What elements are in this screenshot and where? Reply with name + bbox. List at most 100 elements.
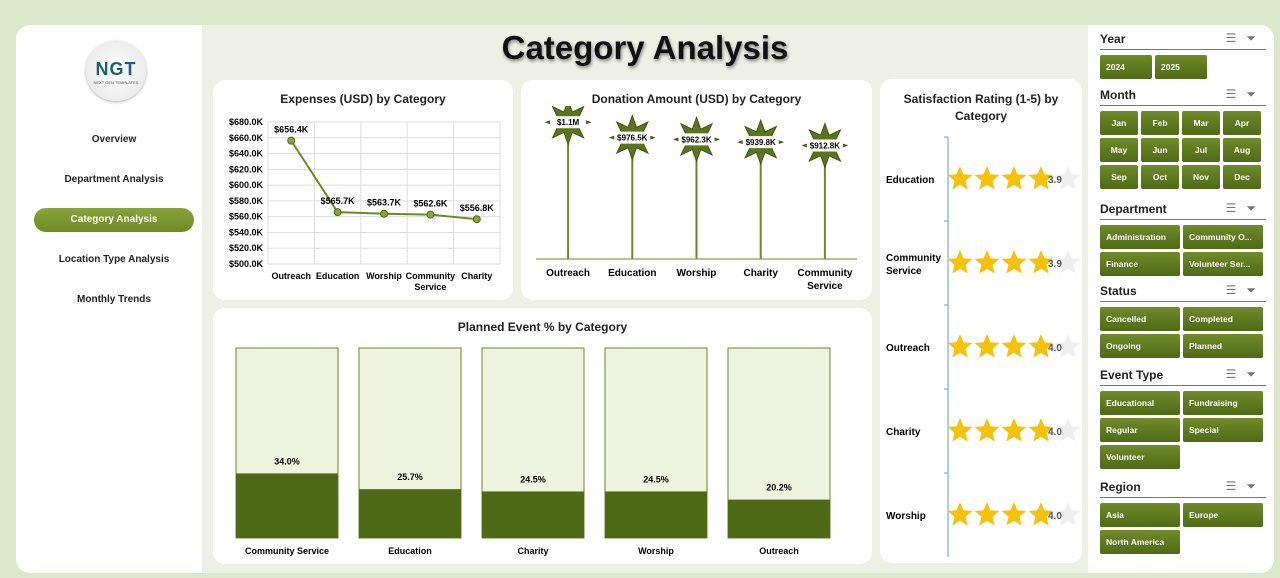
data-label: $962.3K xyxy=(681,135,711,144)
slicer-button[interactable]: Aug xyxy=(1223,138,1261,162)
slicer-button[interactable]: 2025 xyxy=(1155,55,1207,79)
data-label: 3.9 xyxy=(1048,259,1062,270)
x-tick-label: Worship xyxy=(638,546,674,556)
star-empty xyxy=(1055,166,1081,190)
y-tick-label: Outreach xyxy=(886,343,930,354)
slicer-button[interactable]: Mar xyxy=(1182,111,1220,135)
dashboard: NGT NEXT GEN TEMPLATES Overview Department… xyxy=(16,25,1274,573)
label-bg xyxy=(614,131,651,144)
slicer-button[interactable]: Volunteer xyxy=(1100,445,1180,469)
x-tick-label: Service xyxy=(414,282,446,292)
data-label: $976.5K xyxy=(617,134,647,143)
data-point xyxy=(287,136,296,145)
slicer-event-type: Event Type ☰⏷ Educational Fundraising Regula… xyxy=(1100,367,1266,469)
slicer-button[interactable]: Volunteer Ser... xyxy=(1183,252,1263,276)
data-label: $565.7K xyxy=(321,196,356,206)
x-tick-label: Charity xyxy=(461,271,492,281)
star-filled xyxy=(1001,502,1027,526)
slicer-title: Department xyxy=(1100,201,1167,216)
slicer-button[interactable]: Educational xyxy=(1100,391,1180,415)
data-label: 25.7% xyxy=(397,472,423,482)
multi-select-icon[interactable]: ☰ xyxy=(1225,283,1247,297)
nav-department-analysis[interactable]: Department Analysis xyxy=(64,174,164,185)
slicer-button[interactable]: Apr xyxy=(1223,111,1261,135)
page-title: Category Analysis xyxy=(501,29,789,66)
slicer-year: Year ☰⏷ 2024 2025 xyxy=(1100,31,1266,79)
slicer-button[interactable]: Europe xyxy=(1183,503,1263,527)
clear-filter-icon[interactable]: ⏷ xyxy=(1246,367,1266,381)
nav-category-analysis[interactable]: Category Analysis xyxy=(34,208,194,232)
slicer-button[interactable]: Regular xyxy=(1100,418,1180,442)
star-filled xyxy=(1001,250,1027,274)
data-label: $563.7K xyxy=(367,198,402,208)
data-label: $912.8K xyxy=(810,141,840,150)
data-label: 34.0% xyxy=(274,456,300,466)
y-tick-label: $500.0K xyxy=(229,259,264,269)
slicer-header: Year ☰⏷ xyxy=(1100,31,1266,50)
slicer-button[interactable]: Finance xyxy=(1100,252,1180,276)
slicer-button[interactable]: 2024 xyxy=(1100,55,1152,79)
data-label: 4.0 xyxy=(1048,427,1062,438)
x-tick-label: Outreach xyxy=(271,271,311,281)
nav-overview[interactable]: Overview xyxy=(91,134,137,145)
bar-planned xyxy=(359,489,461,538)
slicer-button[interactable]: Completed xyxy=(1183,307,1263,331)
nav-monthly-trends[interactable]: Monthly Trends xyxy=(77,294,151,305)
slicer-button[interactable]: Community O... xyxy=(1183,225,1263,249)
slicer-button[interactable]: Fundraising xyxy=(1183,391,1263,415)
star-filled xyxy=(1001,334,1027,358)
slicer-button[interactable]: Special xyxy=(1183,418,1263,442)
star-filled xyxy=(974,250,1000,274)
slicer-month: Month ☰⏷ Jan Feb Mar Apr May Jun Jul Aug Sep Oct Nov… xyxy=(1100,87,1266,189)
donation-chart: $1.1M Outreach $976.5K Education $962.3K Wors… xyxy=(536,98,857,292)
data-label: 24.5% xyxy=(520,474,546,484)
clear-filter-icon[interactable]: ⏷ xyxy=(1246,283,1266,297)
nav-location-type-analysis[interactable]: Location Type Analysis xyxy=(58,254,170,265)
multi-select-icon[interactable]: ☰ xyxy=(1225,479,1247,493)
star-filled xyxy=(1028,334,1054,358)
data-label: $562.6K xyxy=(413,199,448,209)
bar-planned xyxy=(482,491,584,538)
chart-title: Donation Amount (USD) by Category xyxy=(591,92,802,106)
star-filled xyxy=(1028,502,1054,526)
slicer-button[interactable]: Administration xyxy=(1100,225,1180,249)
multi-select-icon[interactable]: ☰ xyxy=(1225,87,1247,101)
data-label: $1.1M xyxy=(557,118,580,127)
x-tick-label: Service xyxy=(807,281,843,292)
slicer-button[interactable]: Nov xyxy=(1182,165,1220,189)
clear-filter-icon[interactable]: ⏷ xyxy=(1246,479,1266,493)
slicer-button[interactable]: Planned xyxy=(1183,334,1263,358)
slicer-button[interactable]: Feb xyxy=(1141,111,1179,135)
y-tick-label: $560.0K xyxy=(229,212,264,222)
label-bg xyxy=(550,116,587,129)
slicer-button[interactable]: Jan xyxy=(1100,111,1138,135)
slicer-title: Month xyxy=(1100,87,1136,102)
slicer-button[interactable]: Oct xyxy=(1141,165,1179,189)
slicer-button[interactable]: Dec xyxy=(1223,165,1261,189)
x-tick-label: Outreach xyxy=(759,546,799,556)
multi-select-icon[interactable]: ☰ xyxy=(1225,31,1247,45)
slicer-button[interactable]: Cancelled xyxy=(1100,307,1180,331)
x-tick-label: Education xyxy=(608,268,656,279)
x-tick-label: Community xyxy=(406,271,456,281)
slicer-button[interactable]: Asia xyxy=(1100,503,1180,527)
multi-select-icon[interactable]: ☰ xyxy=(1225,201,1247,215)
slicer-button[interactable]: Jun xyxy=(1141,138,1179,162)
data-point xyxy=(472,215,481,224)
sidebar: NGT NEXT GEN TEMPLATES Overview Department… xyxy=(16,25,202,573)
slicer-button[interactable]: Sep xyxy=(1100,165,1138,189)
data-label: 20.2% xyxy=(766,483,792,493)
clear-filter-icon[interactable]: ⏷ xyxy=(1246,201,1266,215)
multi-select-icon[interactable]: ☰ xyxy=(1225,367,1247,381)
slicer-title: Event Type xyxy=(1100,367,1164,382)
star-filled xyxy=(974,418,1000,442)
data-label: 3.9 xyxy=(1048,175,1062,186)
logo-text: NGT xyxy=(95,59,137,79)
slicer-button[interactable]: Jul xyxy=(1182,138,1220,162)
slicer-button[interactable]: May xyxy=(1100,138,1138,162)
slicer-button[interactable]: Ongoing xyxy=(1100,334,1180,358)
clear-filter-icon[interactable]: ⏷ xyxy=(1246,31,1266,45)
slicer-button[interactable]: North America xyxy=(1100,530,1180,554)
planned-event-chart-card: Planned Event % by Category 34.0% Communi… xyxy=(213,308,872,564)
clear-filter-icon[interactable]: ⏷ xyxy=(1246,87,1266,101)
